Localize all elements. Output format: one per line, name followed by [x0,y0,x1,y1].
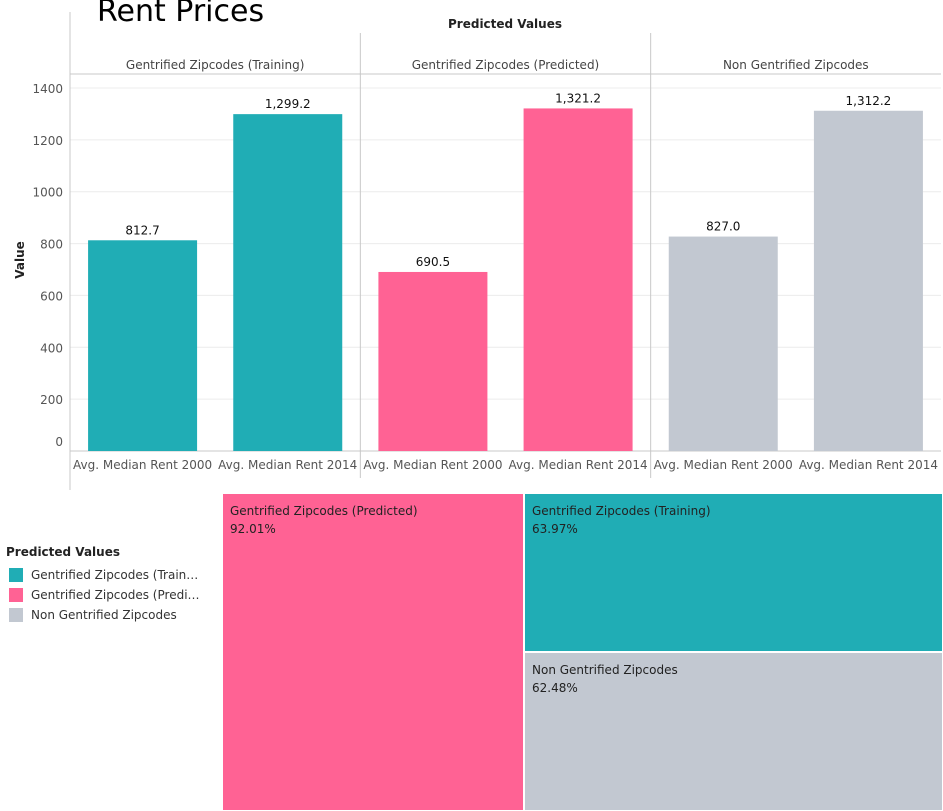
treemap-pct: 62.48% [532,681,578,695]
treemap-cell-non-gentrified[interactable]: Non Gentrified Zipcodes 62.48% [524,652,943,811]
data-label: 827.0 [706,220,740,234]
treemap-pct: 92.01% [230,522,276,536]
legend: Predicted Values Gentrified Zipcodes (Tr… [6,545,211,625]
legend-item-non-gentrified[interactable]: Non Gentrified Zipcodes [6,605,211,625]
data-label: 1,299.2 [265,97,311,111]
y-tick-label: 0 [55,435,63,449]
treemap-label: Gentrified Zipcodes (Training) [532,504,711,518]
legend-swatch [9,588,23,602]
legend-item-training[interactable]: Gentrified Zipcodes (Training) [6,565,211,585]
y-tick-label: 200 [40,393,63,407]
legend-label: Non Gentrified Zipcodes [31,608,177,622]
panel-title: Non Gentrified Zipcodes [723,58,869,72]
legend-swatch [9,608,23,622]
bar [813,110,923,451]
treemap-label: Gentrified Zipcodes (Predicted) [230,504,418,518]
data-label: 1,321.2 [555,91,601,105]
panel-title: Gentrified Zipcodes (Training) [126,58,305,72]
bar [668,236,778,451]
x-tick-label: Avg. Median Rent 2000 [654,458,793,472]
data-label: 1,312.2 [846,94,892,108]
facet-title: Predicted Values [448,17,562,31]
bar [378,271,488,451]
data-label: 812.7 [125,223,159,237]
x-tick-label: Avg. Median Rent 2014 [218,458,357,472]
x-tick-label: Avg. Median Rent 2014 [799,458,938,472]
y-tick-label: 1400 [32,82,63,96]
y-tick-label: 800 [40,238,63,252]
y-tick-label: 1000 [32,186,63,200]
legend-label: Gentrified Zipcodes (Predicted) [31,588,201,602]
y-tick-label: 600 [40,289,63,303]
x-tick-label: Avg. Median Rent 2000 [73,458,212,472]
treemap-cell-predicted[interactable]: Gentrified Zipcodes (Predicted) 92.01% [222,493,524,811]
y-tick-label: 400 [40,341,63,355]
bar [88,240,198,451]
y-axis-title: Value [13,241,27,279]
legend-label: Gentrified Zipcodes (Training) [31,568,201,582]
legend-swatch [9,568,23,582]
legend-item-predicted[interactable]: Gentrified Zipcodes (Predicted) [6,585,211,605]
chart-title: Rent Prices [97,0,265,29]
legend-title: Predicted Values [6,545,120,559]
x-tick-label: Avg. Median Rent 2014 [508,458,647,472]
treemap-cell-training[interactable]: Gentrified Zipcodes (Training) 63.97% [524,493,943,652]
bar [233,114,343,452]
bar-chart: Predicted Values Value 0 200 400 600 800 1000 12… [13,12,941,490]
treemap-pct: 63.97% [532,522,578,536]
y-tick-label: 1200 [32,134,63,148]
treemap-label: Non Gentrified Zipcodes [532,663,678,677]
data-label: 690.5 [416,255,450,269]
bar [523,108,633,452]
x-tick-label: Avg. Median Rent 2000 [363,458,502,472]
panel-title: Gentrified Zipcodes (Predicted) [412,58,600,72]
